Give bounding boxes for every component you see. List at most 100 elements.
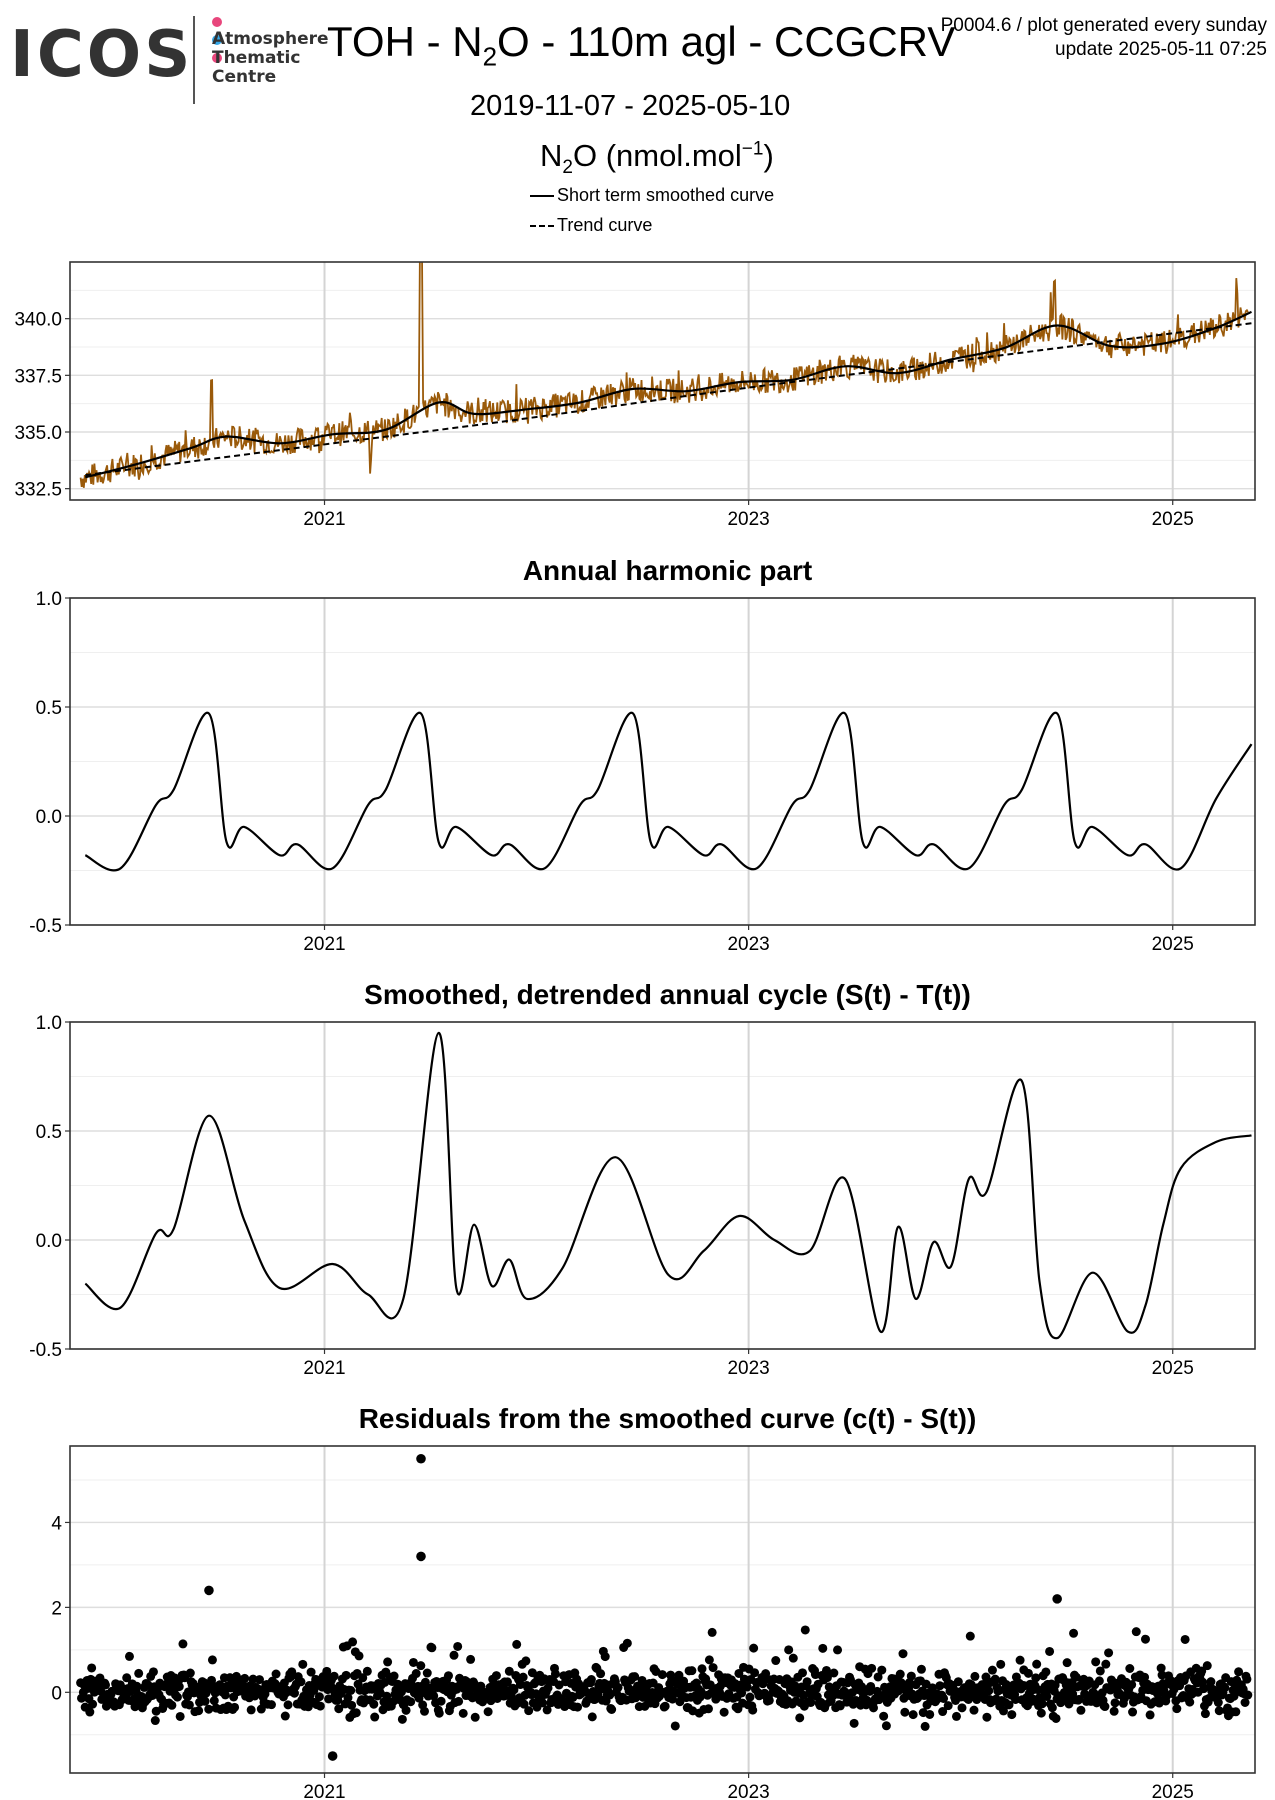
residual-point xyxy=(925,1709,935,1719)
date-range: 2019-11-07 - 2025-05-10 xyxy=(470,90,791,122)
residual-point xyxy=(708,1663,718,1673)
residual-point xyxy=(314,1692,324,1702)
residual-point xyxy=(246,1705,256,1715)
residual-point xyxy=(613,1682,623,1692)
residual-point xyxy=(829,1668,839,1678)
residual-point xyxy=(1131,1627,1141,1637)
y-tick-label: 337.5 xyxy=(14,366,62,387)
y-tick-label: 4 xyxy=(51,1513,62,1534)
plot-area xyxy=(76,1453,1253,1761)
residual-point xyxy=(1125,1664,1135,1674)
residual-point xyxy=(436,1696,446,1706)
residual-point xyxy=(802,1677,812,1687)
residual-point xyxy=(784,1645,794,1655)
residual-point xyxy=(354,1651,364,1661)
y-tick-label: -0.5 xyxy=(29,1340,62,1361)
x-tick-label: 2023 xyxy=(727,934,769,955)
residual-point xyxy=(1109,1706,1119,1716)
residual-point xyxy=(1110,1698,1120,1708)
residual-point xyxy=(957,1703,967,1713)
residual-point xyxy=(443,1671,453,1681)
x-tick-label: 2025 xyxy=(1152,1358,1194,1379)
plot-area xyxy=(84,1031,1252,1340)
logo-line-3: Centre xyxy=(212,67,277,87)
residual-outlier xyxy=(416,1453,426,1464)
residual-point xyxy=(466,1654,476,1664)
residual-point xyxy=(538,1698,548,1708)
residual-outlier xyxy=(416,1551,426,1562)
x-tick-label: 2021 xyxy=(303,1782,345,1800)
residual-point xyxy=(1140,1672,1150,1682)
residual-point xyxy=(703,1704,713,1714)
residual-point xyxy=(248,1674,258,1684)
residual-point xyxy=(970,1671,980,1681)
residual-outlier xyxy=(1052,1594,1062,1604)
residual-point xyxy=(329,1671,339,1681)
smoothed-curve xyxy=(85,310,1252,479)
residual-point xyxy=(1185,1697,1195,1707)
observations-line xyxy=(79,262,1249,488)
residual-point xyxy=(88,1699,98,1709)
y-tick-label: 340.0 xyxy=(14,310,62,331)
residual-point xyxy=(798,1668,808,1678)
residual-point xyxy=(362,1666,372,1676)
residual-point xyxy=(1101,1659,1111,1669)
logo-separator xyxy=(193,16,195,104)
residual-point xyxy=(343,1693,353,1703)
y-tick-label: 0.0 xyxy=(36,807,62,828)
residual-point xyxy=(509,1685,519,1695)
legend-item-smoothed: Short term smoothed curve xyxy=(530,180,774,210)
residual-point xyxy=(990,1674,1000,1684)
residual-point xyxy=(178,1639,188,1649)
residual-point xyxy=(315,1701,325,1711)
residual-point xyxy=(401,1705,411,1715)
y-tick-label: 0.0 xyxy=(36,1231,62,1252)
residual-point xyxy=(630,1672,640,1682)
panel-title: Residuals from the smoothed curve (c(t) … xyxy=(359,1403,977,1434)
residual-point xyxy=(906,1671,916,1681)
residual-point xyxy=(600,1652,610,1662)
y-tick-label: 1.0 xyxy=(36,1013,62,1034)
legend-item-trend: Trend curve xyxy=(530,210,774,240)
residual-point xyxy=(965,1631,975,1641)
residual-point xyxy=(519,1699,529,1709)
panel-title: Smoothed, detrended annual cycle (S(t) -… xyxy=(364,979,971,1010)
chart-panel-1: 332.5 335.0 337.5 340.0 2021 2023 2025 xyxy=(14,261,1256,530)
legend: Short term smoothed curve Trend curve xyxy=(530,180,774,240)
residual-point xyxy=(935,1681,945,1691)
x-tick-label: 2025 xyxy=(1152,509,1194,530)
logo-line-2: Thematic xyxy=(212,48,301,68)
plot-area xyxy=(79,262,1252,488)
residual-point xyxy=(916,1664,926,1674)
residual-point xyxy=(449,1650,459,1660)
residual-point xyxy=(483,1707,493,1717)
residual-point xyxy=(289,1688,299,1698)
solid-line-icon xyxy=(530,195,554,198)
residual-point xyxy=(1242,1674,1252,1684)
stamp-line-2: update 2025-05-11 07:25 xyxy=(1055,39,1267,60)
residual-point xyxy=(984,1686,994,1696)
dashed-line-icon xyxy=(530,225,554,228)
residual-point xyxy=(697,1664,707,1674)
residual-point xyxy=(938,1707,948,1717)
generation-stamp: P0004.6 / plot generated every sunday up… xyxy=(941,14,1267,62)
residual-point xyxy=(470,1712,480,1722)
residual-point xyxy=(383,1657,393,1667)
x-tick-label: 2023 xyxy=(727,1358,769,1379)
residual-point xyxy=(1031,1673,1041,1683)
residual-point xyxy=(868,1703,878,1713)
residual-point xyxy=(411,1669,421,1679)
residual-point xyxy=(879,1711,889,1721)
residual-point xyxy=(866,1681,876,1691)
panel-frame xyxy=(69,261,1256,501)
residual-point xyxy=(1062,1658,1072,1668)
residual-point xyxy=(1180,1634,1190,1644)
residual-point xyxy=(416,1661,426,1671)
residual-point xyxy=(670,1721,680,1731)
residual-point xyxy=(502,1677,512,1687)
residual-point xyxy=(943,1701,953,1711)
residual-point xyxy=(322,1666,332,1676)
residual-point xyxy=(1200,1709,1210,1719)
residual-point xyxy=(1206,1677,1216,1687)
residual-point xyxy=(100,1680,110,1690)
